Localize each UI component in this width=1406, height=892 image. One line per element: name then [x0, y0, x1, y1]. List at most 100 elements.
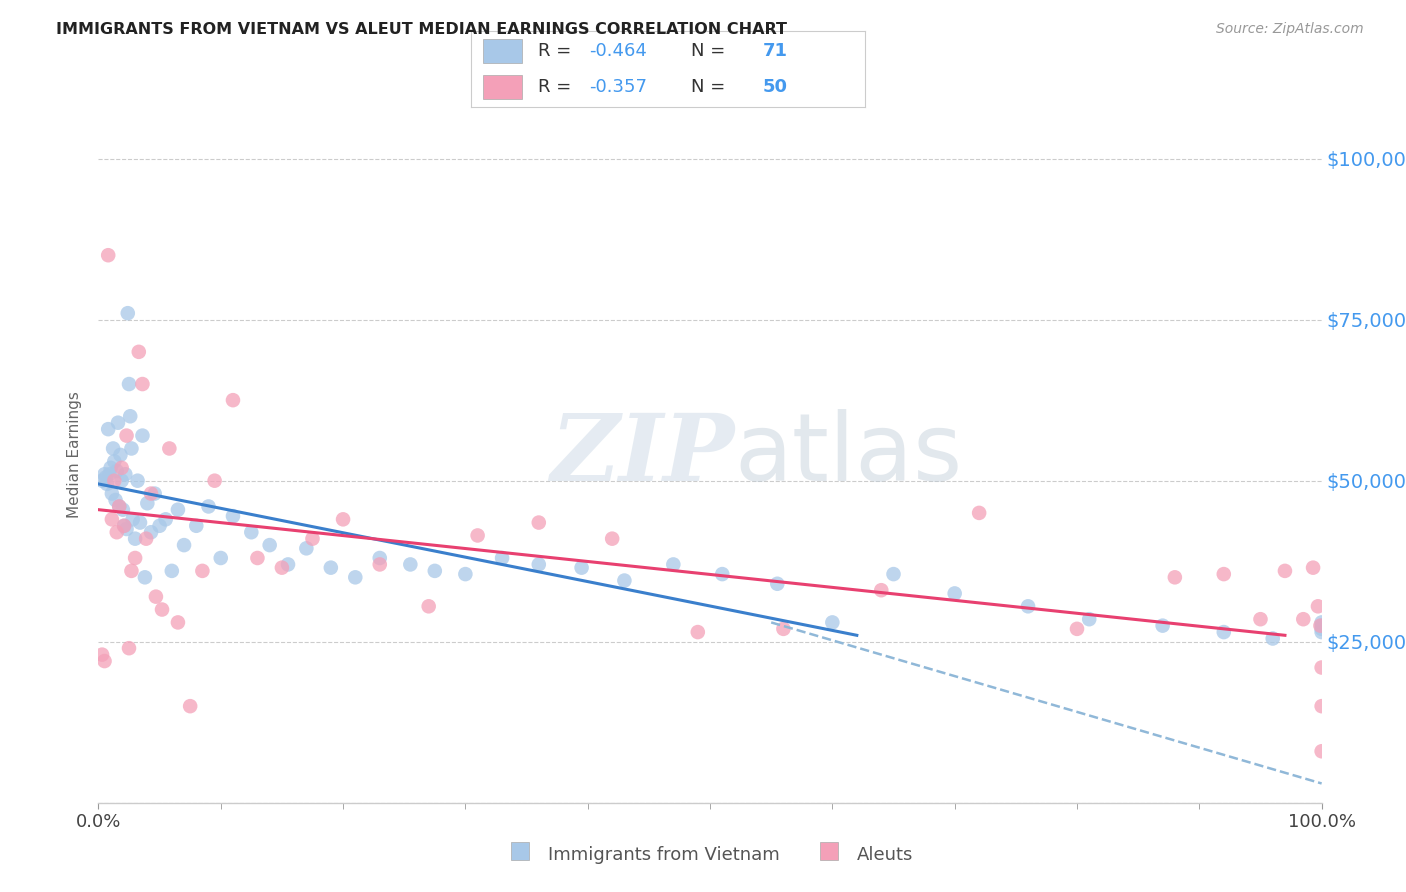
Point — [131, 377, 153, 392]
Point — [145, 590, 167, 604]
Point — [883, 567, 905, 582]
Point — [399, 558, 422, 572]
Point — [114, 467, 136, 482]
Point — [115, 428, 138, 442]
Point — [662, 558, 685, 572]
Point — [155, 512, 177, 526]
Point — [332, 512, 354, 526]
Point — [1017, 599, 1039, 614]
Text: ZIP: ZIP — [550, 410, 734, 500]
Point — [1212, 625, 1234, 640]
Point — [467, 528, 489, 542]
Point — [418, 599, 440, 614]
Point — [527, 558, 550, 572]
Point — [111, 474, 134, 488]
Point — [118, 377, 141, 392]
Point — [1310, 660, 1333, 674]
Point — [105, 525, 128, 540]
Point — [111, 460, 134, 475]
Point — [766, 576, 789, 591]
Point — [105, 464, 128, 478]
Point — [112, 518, 135, 533]
Point — [149, 518, 172, 533]
Point — [100, 460, 122, 475]
Point — [270, 560, 294, 574]
Point — [108, 500, 131, 514]
Point — [97, 248, 120, 262]
Text: R =: R = — [538, 78, 576, 96]
Text: atlas: atlas — [734, 409, 963, 501]
Point — [240, 525, 263, 540]
Point — [143, 486, 166, 500]
Point — [870, 583, 893, 598]
Point — [319, 560, 342, 574]
Text: 50: 50 — [762, 78, 787, 96]
Point — [97, 422, 120, 436]
Point — [344, 570, 367, 584]
Text: IMMIGRANTS FROM VIETNAM VS ALEUT MEDIAN EARNINGS CORRELATION CHART: IMMIGRANTS FROM VIETNAM VS ALEUT MEDIAN … — [56, 22, 787, 37]
Point — [120, 409, 142, 424]
Point — [131, 428, 153, 442]
Point — [135, 532, 157, 546]
FancyBboxPatch shape — [482, 75, 522, 99]
FancyBboxPatch shape — [482, 38, 522, 63]
Point — [179, 699, 201, 714]
Point — [1310, 744, 1333, 758]
Point — [118, 641, 141, 656]
Point — [167, 502, 190, 516]
Point — [204, 474, 226, 488]
Point — [423, 564, 446, 578]
Point — [1310, 625, 1333, 640]
Point — [686, 625, 709, 640]
Point — [772, 622, 794, 636]
Point — [91, 648, 114, 662]
Point — [111, 502, 134, 516]
Point — [121, 512, 143, 526]
Point — [93, 654, 115, 668]
Point — [1292, 612, 1315, 626]
Point — [613, 574, 636, 588]
Point — [94, 470, 117, 484]
Point — [527, 516, 550, 530]
Point — [98, 467, 121, 482]
Point — [139, 525, 162, 540]
Point — [821, 615, 844, 630]
Point — [222, 509, 245, 524]
Point — [124, 532, 146, 546]
Point — [1164, 570, 1187, 584]
Point — [1306, 599, 1329, 614]
Point — [129, 516, 152, 530]
Point — [1310, 699, 1333, 714]
Point — [222, 393, 245, 408]
Legend: Immigrants from Vietnam, Aleuts: Immigrants from Vietnam, Aleuts — [498, 834, 922, 874]
Point — [277, 558, 299, 572]
Point — [101, 486, 124, 500]
Point — [1078, 612, 1101, 626]
Point — [1310, 622, 1333, 636]
Text: N =: N = — [692, 78, 731, 96]
Point — [246, 551, 269, 566]
Point — [368, 558, 391, 572]
Point — [115, 522, 138, 536]
Point — [128, 344, 150, 359]
Point — [454, 567, 477, 582]
Text: -0.464: -0.464 — [589, 42, 647, 60]
Point — [104, 493, 127, 508]
Point — [134, 570, 156, 584]
Point — [103, 454, 125, 468]
Text: 71: 71 — [762, 42, 787, 60]
Point — [167, 615, 190, 630]
Text: Source: ZipAtlas.com: Source: ZipAtlas.com — [1216, 22, 1364, 37]
Point — [368, 551, 391, 566]
Point — [150, 602, 173, 616]
Point — [1310, 618, 1333, 632]
Point — [600, 532, 623, 546]
Point — [120, 442, 142, 456]
Point — [571, 560, 593, 574]
Point — [160, 564, 183, 578]
Point — [101, 512, 124, 526]
Point — [107, 416, 129, 430]
Point — [295, 541, 318, 556]
Point — [1066, 622, 1088, 636]
Point — [301, 532, 323, 546]
